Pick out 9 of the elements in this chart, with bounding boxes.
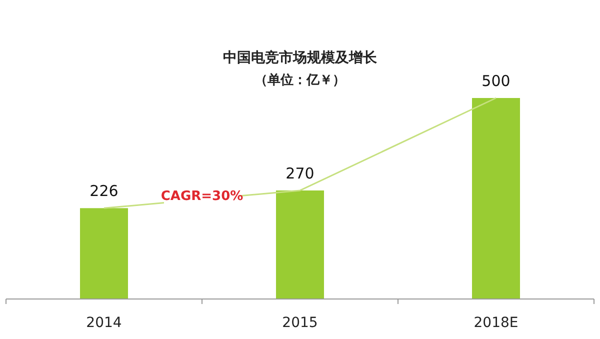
x-tick-label: 2018E <box>474 315 518 331</box>
annotation: CAGR=30% <box>160 189 244 204</box>
data-label: 270 <box>286 164 314 182</box>
chart-title: 中国电竞市场规模及增长 <box>223 49 378 66</box>
data-label: 500 <box>482 72 510 90</box>
x-tick-label: 2014 <box>86 315 122 331</box>
data-label: 226 <box>90 182 118 200</box>
chart-subtitle: （单位：亿￥） <box>254 72 346 88</box>
x-tick-label: 2015 <box>282 315 318 331</box>
